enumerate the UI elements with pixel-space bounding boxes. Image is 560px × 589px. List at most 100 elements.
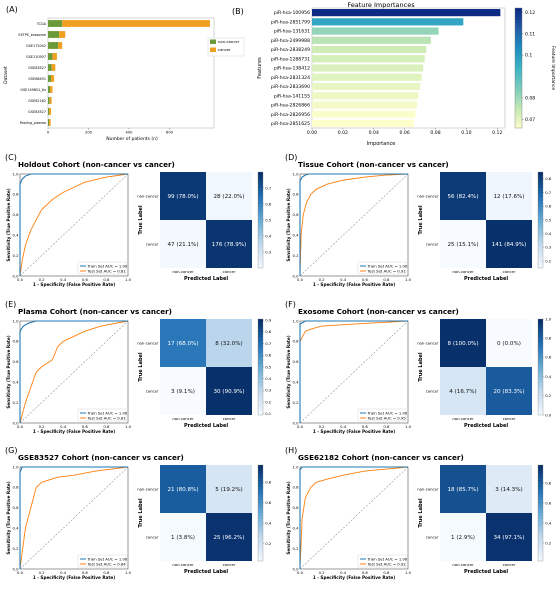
cm-colorbar-segment	[538, 557, 543, 562]
cm-colorbar-segment	[538, 538, 543, 543]
panel-a-ytick-label: GSE83527	[28, 110, 46, 114]
roc-legend-train-label: Train Set AUC = 1.00	[367, 263, 408, 268]
cm-colorbar-segment	[258, 370, 263, 374]
cm-cell-label: 12 (17.6%)	[493, 194, 524, 200]
cm-colorbar-segment	[258, 373, 263, 377]
roc-chance-line	[19, 320, 129, 424]
panel-a-legend-swatch	[210, 47, 216, 52]
cm-colorbar-segment	[258, 408, 263, 413]
cm-colorbar-segment	[258, 541, 263, 546]
cm-colorbar-segment	[538, 370, 543, 374]
cm-colorbar-segment	[258, 538, 263, 543]
panel-a-legend-label: cancer	[218, 47, 231, 52]
panel-letter: (H)	[285, 446, 297, 455]
cm-colorbar-segment	[258, 236, 263, 240]
panel-b-colorbar-segment	[515, 113, 522, 117]
cm-colorbar-tick-label: 0.4	[545, 520, 552, 525]
cm-colorbar-segment	[538, 255, 543, 259]
panel-a-xtick-label: 200	[85, 131, 93, 135]
cm-ylabel: True Label	[138, 352, 144, 382]
cm-colorbar-tick-label: 0.6	[545, 204, 552, 209]
cm-cell-label: 3 (14.3%)	[495, 487, 522, 493]
cm-colorbar-segment	[258, 535, 263, 539]
cm-colorbar-segment	[258, 548, 263, 552]
cm-colorbar-tick-label: 0.8	[265, 480, 272, 485]
panel-a-ytick-label: EXTPE_exosome	[18, 33, 46, 37]
cm-cell	[160, 367, 206, 415]
roc-xlabel: 1 - Specificity (False Positive Rate)	[33, 575, 115, 580]
roc-legend-box	[77, 408, 127, 422]
cm-colorbar-segment	[258, 191, 263, 195]
panel-b-ytick-label: piR-hsa-2838249	[271, 47, 310, 53]
cm-colorbar-segment	[538, 481, 543, 485]
cm-cell	[440, 513, 486, 561]
panel-b-ytick-label: piR-hsa-100956	[274, 10, 310, 16]
cm-ylabel: True Label	[138, 205, 144, 235]
roc-xtick-label: 0.8	[383, 424, 390, 429]
panel-a-xtick-label: 0	[47, 131, 50, 135]
roc-xtick-label: 0.2	[319, 424, 326, 429]
roc-train-curve	[299, 320, 408, 423]
panel-b-bar	[312, 55, 425, 63]
cm-cell	[160, 220, 206, 268]
cm-colorbar-segment	[538, 516, 543, 520]
cm-colorbar-segment	[258, 172, 263, 176]
cm-ytick-label: non-cancer	[137, 486, 159, 491]
panel-a-bar	[50, 86, 53, 93]
cm-colorbar-segment	[538, 248, 543, 253]
roc-legend-box	[357, 408, 407, 422]
cm-colorbar-segment	[538, 373, 543, 377]
roc-ylabel: Sensitivity (True Positive Rate)	[286, 335, 291, 408]
cm-colorbar-tick-label: 0.3	[545, 245, 552, 250]
roc-ytick-label: 0.4	[12, 380, 19, 385]
panel-b-colorbar-tick-label: 0.1	[525, 53, 532, 59]
panel-b-plot: piR-hsa-100956 piR-hsa-2851799 piR-hsa-131…	[271, 7, 535, 136]
cm-colorbar-segment	[538, 226, 543, 230]
cm-colorbar-segment	[538, 354, 543, 358]
roc-ytick-label: 0.2	[12, 253, 19, 258]
panel-b-colorbar-segment	[515, 125, 522, 129]
roc-chance-line	[299, 466, 409, 570]
cm-colorbar-segment	[538, 500, 543, 504]
cm-colorbar-segment	[258, 184, 263, 189]
cm-colorbar-segment	[258, 226, 263, 230]
cm-colorbar-segment	[258, 347, 263, 352]
cm-colorbar-tick-label: 0.4	[265, 233, 272, 238]
panel-title: GSE62182 Cohort (non-cancer vs cancer)	[298, 453, 464, 462]
panel-b-ytick-label: piR-hsa-2831324	[271, 75, 310, 81]
roc-ytick-label: 0.6	[292, 212, 299, 217]
panel-b-bar	[312, 110, 416, 118]
cm-ytick-label: cancer	[426, 388, 439, 393]
cm-colorbar-segment	[258, 481, 263, 485]
panel-b-colorbar-segment	[515, 71, 522, 75]
panel-title: Holdout Cohort (non-cancer vs cancer)	[18, 160, 175, 169]
panel-d: (D)Tissue Cohort (non-cancer vs cancer) 0…	[285, 153, 552, 287]
panel-title: GSE83527 Cohort (non-cancer vs cancer)	[18, 453, 184, 462]
cm-colorbar-segment	[538, 477, 543, 482]
cm-colorbar-segment	[258, 551, 263, 555]
cm-colorbar-segment	[258, 471, 263, 475]
roc-xtick-label: 0.0	[17, 424, 24, 429]
panel-b-colorbar-segment	[515, 119, 522, 123]
cm-colorbar-segment	[538, 172, 543, 176]
cm-colorbar-segment	[258, 175, 263, 179]
panel-b-colorbar-segment	[515, 23, 522, 27]
cm-cell-label: 5 (19.2%)	[215, 487, 242, 493]
panel-f: (F)Exosome Cohort (non-cancer vs cancer)…	[285, 300, 552, 434]
panel-b-bar	[312, 101, 417, 109]
cm-colorbar-tick-label: 0.6	[265, 353, 272, 358]
panel-a-legend-swatch	[210, 39, 216, 44]
cm-colorbar-segment	[538, 347, 543, 352]
panel-a-letter: (A)	[6, 5, 18, 14]
panel-b-colorbar-segment	[515, 53, 522, 57]
panel-a-bar	[48, 20, 63, 27]
cm-colorbar-segment	[538, 344, 543, 349]
cm-colorbar-segment	[538, 395, 543, 400]
cm-colorbar-segment	[538, 471, 543, 475]
cm-colorbar-segment	[258, 344, 263, 349]
cm-colorbar-tick-label: 0.4	[545, 374, 552, 379]
panel-title: Tissue Cohort (non-cancer vs cancer)	[298, 160, 449, 169]
cm-colorbar-segment	[258, 477, 263, 482]
cm-colorbar-segment	[258, 220, 263, 224]
roc-test-curve	[19, 320, 129, 424]
